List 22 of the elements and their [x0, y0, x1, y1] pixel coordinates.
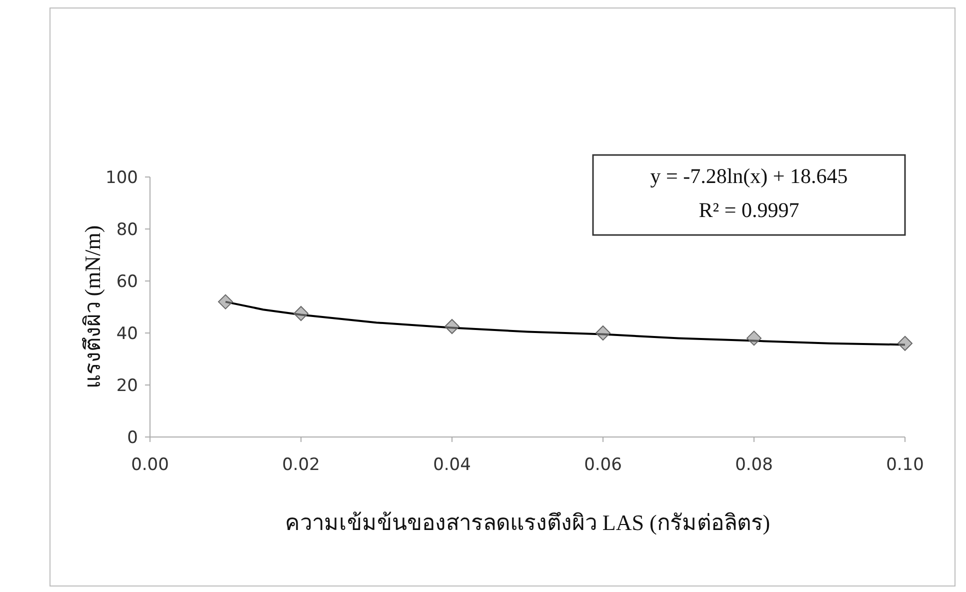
x-tick-label: 0.08	[735, 455, 773, 475]
y-tick-label: 80	[116, 220, 138, 240]
x-tick-label: 0.00	[131, 455, 169, 475]
y-axis-title: แรงตึงผิว (mN/m)	[80, 225, 105, 389]
point	[746, 330, 762, 346]
point	[898, 336, 912, 351]
annotation: y = -7.28ln(x) + 18.645	[650, 164, 848, 188]
x-tick-label: 0.02	[282, 455, 320, 475]
x-tick-label: 0.10	[886, 455, 924, 475]
x-axis-title: ความเข้มข้นของสารลดแรงตึงผิว LAS (กรัมต่อลิตร)	[284, 510, 770, 535]
point	[294, 306, 308, 321]
y-tick-label: 0	[127, 428, 138, 448]
y-tick-label: 20	[116, 376, 138, 396]
point	[218, 294, 233, 310]
y-tick-label: 40	[116, 324, 138, 344]
x-tick-label: 0.06	[584, 455, 622, 475]
point	[444, 319, 460, 334]
y-tick-label: 100	[106, 168, 138, 188]
y-tick-label: 60	[116, 272, 138, 292]
x-tick-label: 0.04	[433, 455, 471, 475]
point	[596, 326, 610, 340]
annotation: R² = 0.9997	[698, 198, 800, 222]
